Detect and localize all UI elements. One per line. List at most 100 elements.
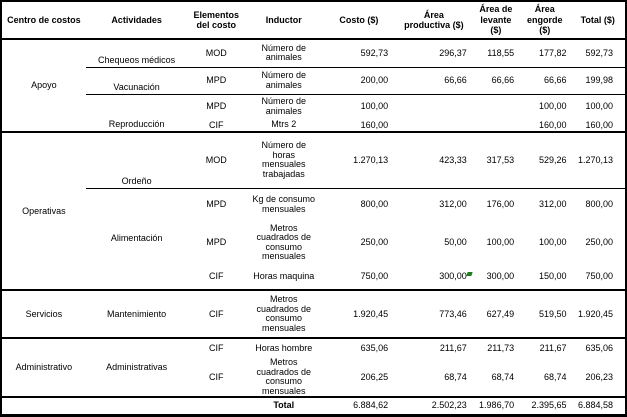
cell-engorde: 529,26 (519, 132, 571, 189)
cell-empty (1, 397, 245, 415)
cell-levante: 66,66 (472, 67, 520, 95)
col-header-area-productiva: Área productiva ($) (395, 1, 473, 40)
cell-actividad: Vacunación (85, 67, 188, 95)
col-header-area-levante: Área de levante ($) (472, 1, 520, 40)
cell-levante: 300,00 (472, 264, 520, 291)
cell-levante: 317,53 (472, 132, 520, 189)
cell-actividad: Ordeño (85, 132, 188, 189)
cell-elemento: MPD (206, 237, 227, 247)
cell-costo: 250,00 (360, 237, 389, 247)
col-header-costo: Costo ($) (322, 1, 396, 40)
table-row: MPD Metros cuadrados de consumo mensuale… (1, 221, 626, 264)
cell-inductor: Metros cuadrados de consumo mensuales (244, 358, 323, 398)
cell-elemento: CIF (187, 264, 245, 291)
cell-levante: 627,49 (472, 290, 520, 339)
cell-inductor: Metros cuadrados de consumo mensuales (244, 290, 323, 339)
cell-engorde: 150,00 (519, 264, 571, 291)
cell-engorde: 177,82 (519, 39, 571, 68)
cell-productiva (395, 119, 473, 133)
table-row: CIF Horas maquina 750,00 300,00 300,00 1… (1, 264, 626, 291)
cell-costo: 100,00 (360, 101, 389, 112)
cell-engorde: 519,50 (519, 290, 571, 339)
cell-inductor: Número de animales (244, 67, 323, 95)
cell-engorde: 312,00 (538, 199, 567, 210)
cell-productiva: 773,46 (395, 290, 473, 339)
cell-actividad: Reproducción (85, 94, 188, 133)
cell-total: 160,00 (570, 119, 626, 133)
cell-inductor: Número de animales (244, 39, 323, 68)
cell-centro-apoyo: Apoyo (1, 39, 86, 133)
cell-costo: 800,00 (360, 199, 389, 210)
col-header-inductor: Inductor (244, 1, 323, 40)
cell-actividad: Mantenimiento (85, 290, 188, 339)
cell-costo: 592,73 (322, 39, 396, 68)
cell-engorde: 160,00 (519, 119, 571, 133)
col-header-centro-de-costos: Centro de costos (1, 1, 86, 40)
total-row: Total 6.884,62 2.502,23 1.986,70 2.395,6… (1, 397, 626, 415)
cell-costo: 160,00 (322, 119, 396, 133)
cell-productiva: 50,00 (444, 237, 467, 247)
cell-inductor: Mtrs 2 (244, 119, 323, 133)
cell-costo: 1.920,45 (322, 290, 396, 339)
table-row: Apoyo Chequeos médicos MOD Número de ani… (1, 39, 626, 133)
cell-centro-servicios: Servicios (1, 290, 86, 339)
cell-total: 800,00 (585, 199, 613, 210)
cell-productiva: 423,33 (395, 132, 473, 189)
table-row: Alimentación MPD Kg de consumo mensuales… (1, 188, 626, 291)
cell-levante: 100,00 (486, 237, 515, 247)
cell-total-total: 6.884,58 (577, 400, 613, 411)
cell-productiva (395, 94, 473, 119)
cell-total: 250,00 (585, 237, 613, 247)
col-header-elementos-del-costo: Elementos del costo (187, 1, 245, 40)
cell-total: 750,00 (570, 264, 626, 291)
cell-productiva: 296,37 (395, 39, 473, 68)
cell-total-levante: 1.986,70 (479, 400, 515, 411)
cell-engorde: 211,67 (539, 343, 567, 353)
cell-engorde: 100,00 (538, 101, 567, 112)
cell-costo: 206,25 (322, 358, 396, 398)
cell-elemento: MPD (187, 67, 245, 95)
cell-levante: 176,00 (486, 199, 515, 210)
comment-flag-icon (466, 272, 473, 276)
cell-levante: 211,73 (487, 343, 515, 353)
cell-inductor: Número de animales (261, 96, 306, 116)
cell-elemento: CIF (208, 343, 224, 353)
cell-engorde: 66,66 (519, 67, 571, 95)
cell-total: 1.270,13 (570, 132, 626, 189)
cell-actividad: Administrativas (85, 338, 188, 398)
table-row: Operativas Ordeño MOD Número de horas me… (1, 132, 626, 291)
cell-elemento: MPD (206, 101, 227, 112)
cell-elemento: CIF (187, 290, 245, 339)
cell-actividad: Alimentación (85, 188, 188, 291)
cell-levante: 68,74 (472, 358, 520, 398)
cell-productiva: 68,74 (395, 358, 473, 398)
table-row: Administrativo Administrativas CIF Horas… (1, 338, 626, 398)
cell-elemento: CIF (187, 119, 245, 133)
cell-productiva: 300,00 (395, 264, 473, 291)
cell-levante: 118,55 (472, 39, 520, 68)
cell-centro-administrativo: Administrativo (1, 338, 86, 398)
total-label: Total (273, 400, 295, 411)
cell-elemento: CIF (187, 358, 245, 398)
cell-engorde: 68,74 (519, 358, 571, 398)
table-row: CIF Mtrs 2 160,00 160,00 160,00 (1, 119, 626, 133)
cell-costo: 200,00 (322, 67, 396, 95)
col-header-area-engorde: Área engorde ($) (519, 1, 571, 40)
cell-total: 100,00 (585, 101, 613, 112)
cell-centro-operativas: Operativas (1, 132, 86, 291)
cell-costo: 1.270,13 (322, 132, 396, 189)
table-row: Vacunación MPD Número de animales 200,00… (1, 67, 626, 95)
cell-elemento: MPD (206, 199, 227, 210)
cell-total-engorde: 2.395,65 (531, 400, 567, 411)
cell-levante (472, 119, 520, 133)
cell-costo: 635,06 (360, 343, 389, 353)
table-row: Reproducción MPD Número de animales 100,… (1, 94, 626, 133)
cell-total-productiva: 2.502,23 (431, 400, 467, 411)
cell-elemento: MOD (187, 132, 245, 189)
cell-total: 206,23 (570, 358, 626, 398)
cell-inductor: Número de horas mensuales trabajadas (244, 132, 323, 189)
cell-total: 1.920,45 (570, 290, 626, 339)
cell-total: 635,06 (585, 343, 613, 353)
cell-total-costo: 6.884,62 (353, 400, 389, 411)
col-header-total: Total ($) (570, 1, 626, 40)
